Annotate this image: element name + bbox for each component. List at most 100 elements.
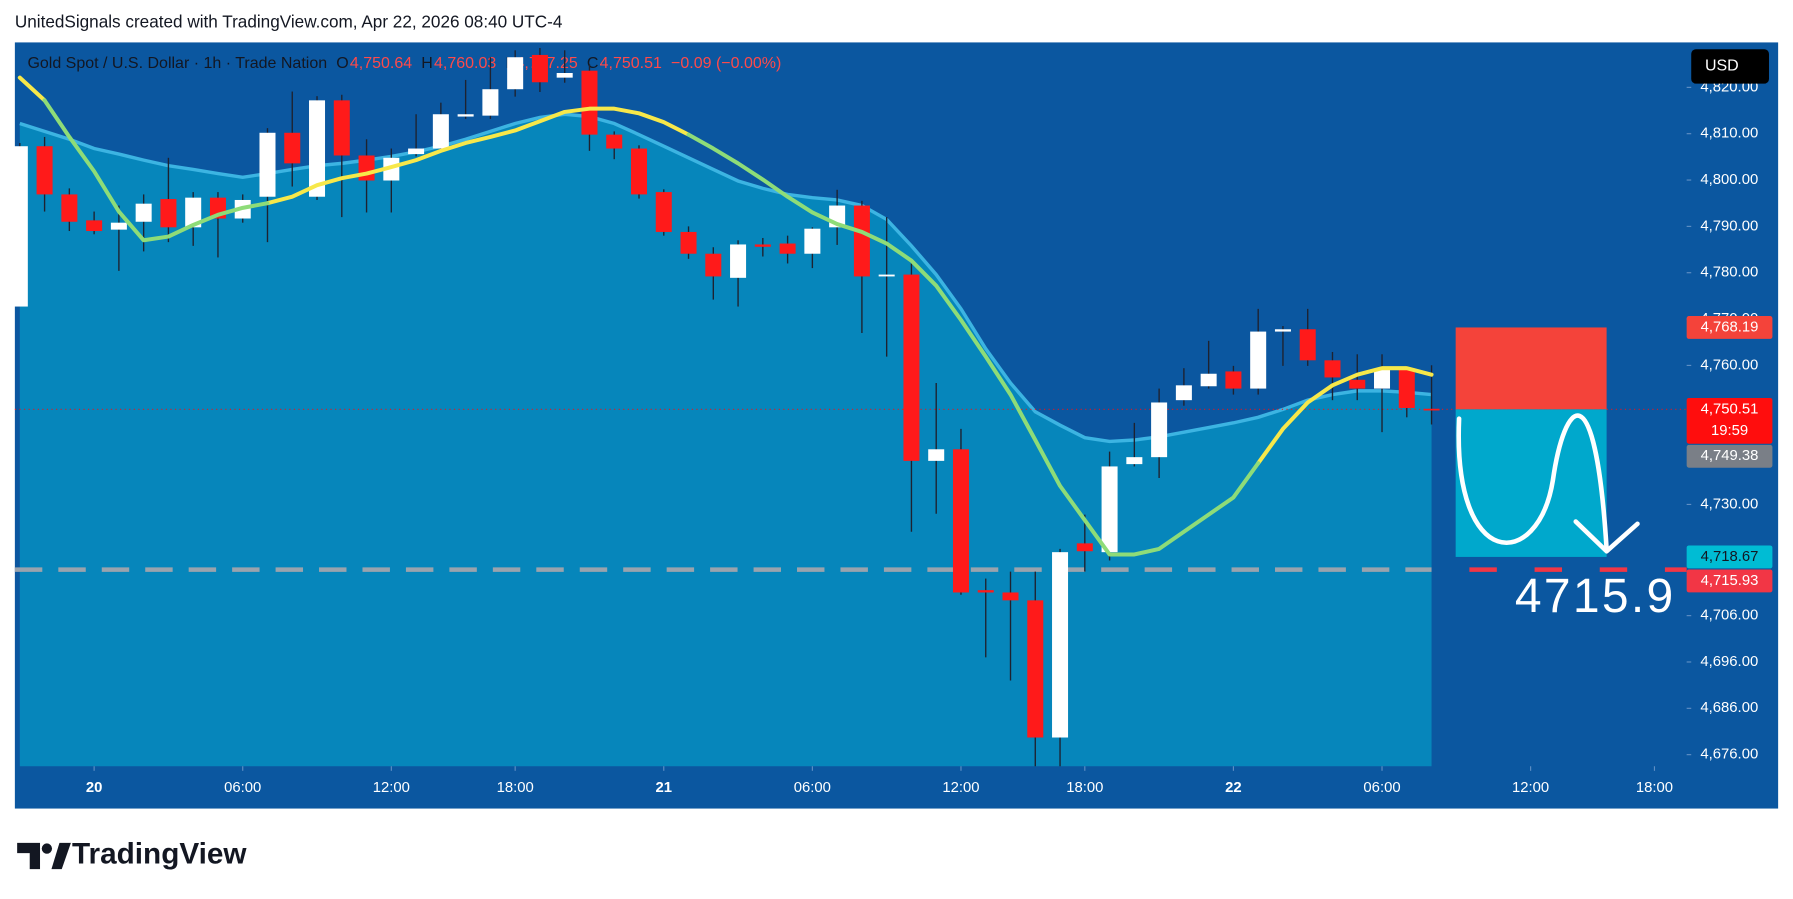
candle-body [358,155,375,181]
candle-body [383,157,400,181]
y-tick-label: 4,676.00 [1700,747,1758,763]
candle-body [1175,385,1192,401]
candle-body [977,590,994,593]
candle-body [630,148,648,195]
price-label-box [1686,569,1773,593]
candle-body [61,194,78,222]
logo-icon [51,842,71,870]
candle-body [705,253,722,277]
candle-body [457,114,474,117]
x-tick-label: 22 [1225,780,1242,796]
ma-line [17,75,1434,466]
legend-value: 4,760.03 [434,55,496,72]
x-tick-label: 12:00 [373,780,410,796]
x-tick-label: 06:00 [794,780,831,796]
legend-key: C [587,55,599,72]
candle-body [1200,373,1217,387]
candle-body [1274,329,1291,332]
x-tick-label: 12:00 [942,780,979,796]
y-tick-label: 4,730.00 [1700,496,1758,512]
plot: Gold Spot / U.S. Dollar · 1h · Trade Nat… [11,47,1773,796]
candle-body [11,146,28,307]
candle-body [1225,371,1242,389]
price-label-countdown: 19:59 [1711,423,1748,439]
legend-key: O [336,55,348,72]
y-tick-label: 4,780.00 [1700,265,1758,281]
candle-body [333,100,350,156]
annotation: 4715.9 [1515,570,1676,623]
band-line [19,112,1432,444]
candle-body [482,89,499,116]
logo-icon [41,843,53,854]
x-tick-label: 06:00 [224,780,261,796]
y-tick-label: 4,800.00 [1700,172,1758,188]
x-tick-label: 20 [86,780,103,796]
legend-change: −0.09 (−0.00%) [671,55,781,72]
price-label-box [1686,316,1773,339]
candle-body [1126,457,1143,465]
candle-body [1398,368,1415,409]
x-tick-label: 06:00 [1363,780,1400,796]
candle-body [1374,369,1391,389]
candle-body [259,132,276,197]
y-tick-label: 4,696.00 [1700,654,1758,670]
y-tick-label: 4,760.00 [1700,357,1758,373]
candle-body [507,57,524,90]
candle-body [160,199,177,228]
candle-body [1076,543,1093,552]
legend-symbol: Gold Spot / U.S. Dollar · 1h · Trade Nat… [27,55,327,72]
x-tick-label: 12:00 [1512,780,1549,796]
band-area [19,114,1432,767]
legend-key: H [421,55,433,72]
candle-body [853,205,870,277]
candle-body [804,228,821,254]
price-label-box [1686,444,1773,468]
candle-body [309,100,326,197]
currency-label[interactable]: USD [1705,58,1739,75]
target-zone [1455,409,1607,557]
candle-body [606,134,623,149]
brand: TradingView [72,837,247,870]
stop-zone [1455,327,1607,410]
candle-body [432,114,449,149]
candle-body [1349,379,1366,389]
candle-body [730,244,747,278]
candle-body [1423,408,1440,411]
price-label: 4,749.38 [1701,448,1759,464]
candle-body [185,197,202,228]
candle-body [1027,600,1044,738]
price-label: 4,750.51 [1701,401,1759,417]
currency-button[interactable] [1691,49,1769,84]
candle-body [1101,466,1118,553]
candle-body [1250,331,1267,389]
candle-body [928,449,945,461]
brand-logo: TradingView [17,837,247,870]
header: UnitedSignals created with TradingView.c… [15,12,563,32]
candle-body [952,449,969,593]
price-label-box [1686,397,1773,444]
candle-body [581,70,598,135]
candle-body [1299,329,1316,361]
logo-icon [17,842,41,870]
candle-body [36,146,53,195]
candle-body [779,243,796,254]
candle-body [531,54,548,83]
x-tick-label: 21 [656,780,673,796]
legend-value: 4,750.51 [600,55,662,72]
candle-body [556,73,573,78]
drawn-arrow-head [1573,519,1640,554]
candle-body [1052,552,1069,738]
candle-body [1002,592,1019,601]
x-tick-label: 18:00 [497,780,534,796]
candle-body [680,231,697,254]
x-tick-label: 18:00 [1636,780,1673,796]
candle-body [86,220,103,232]
ma-line [42,98,1261,557]
price-label: 4,718.67 [1701,549,1759,565]
price-label-box [1686,545,1773,569]
price-label: 4,768.19 [1701,319,1759,335]
legend-value: 4,750.64 [350,55,412,72]
candle-body [878,274,895,277]
candle-body [135,203,152,222]
candle-body [754,244,771,247]
